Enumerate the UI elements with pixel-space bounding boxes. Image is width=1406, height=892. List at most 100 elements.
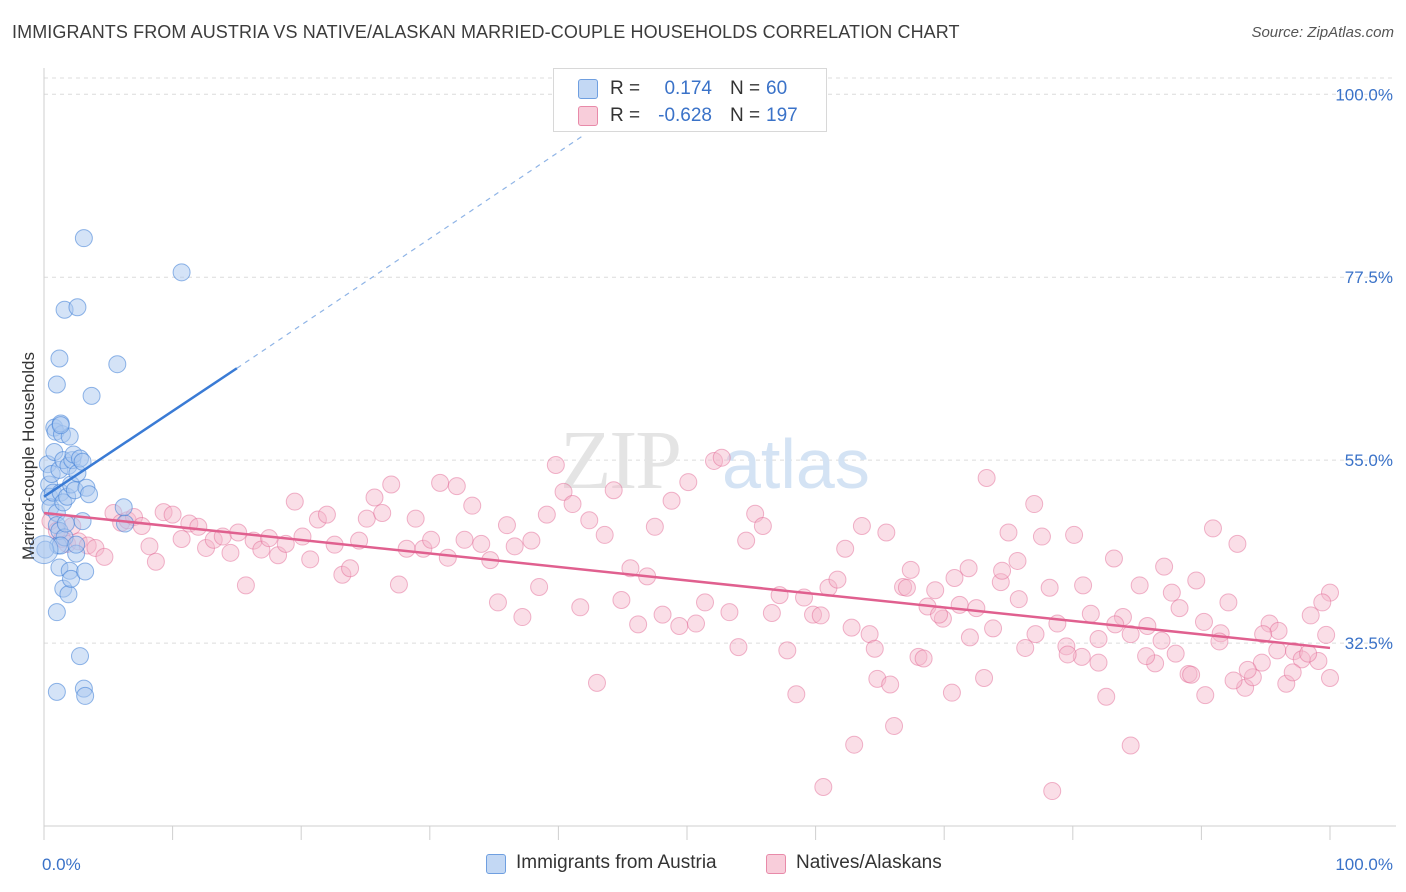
legend-n-label: N = [730,105,761,126]
point-natives [828,570,847,589]
point-natives [406,509,425,528]
point-natives [984,619,1003,638]
point-natives [933,609,952,628]
point-natives [885,716,904,735]
point-natives [522,531,541,550]
point-natives [1187,571,1206,590]
point-natives [530,577,549,596]
point-natives [1196,686,1215,705]
point-natives [778,641,797,660]
point-natives [1016,638,1035,657]
point-natives [960,628,979,647]
point-natives [1182,665,1201,684]
point-natives [373,503,392,522]
point-natives [438,548,457,567]
point-natives [146,552,165,571]
point-natives [1194,612,1213,631]
point-natives [580,511,599,530]
point-natives [653,605,672,624]
point-austria [62,569,81,588]
bottom-legend-label-austria: Immigrants from Austria [516,852,717,873]
point-austria [29,535,59,565]
point-natives [612,590,631,609]
point-natives [705,451,724,470]
x-tick-label: 0.0% [42,855,81,874]
point-natives [1009,590,1028,609]
point-natives [197,538,216,557]
legend-row-natives: R = -0.628 N = 197 [554,103,826,129]
point-natives [621,559,640,578]
point-natives [488,593,507,612]
point-natives [1321,669,1339,688]
legend-n-label: N = [730,78,761,99]
trend-lines [43,134,1331,650]
point-natives [1137,647,1156,666]
point-austria [50,349,69,368]
point-natives [975,669,994,688]
point-austria [80,485,99,504]
y-tick-label: 77.5% [1345,268,1393,287]
point-natives [1138,616,1157,635]
point-natives [1121,736,1140,755]
point-natives [189,517,208,536]
point-natives [662,491,681,510]
point-natives [1228,534,1247,553]
point-natives [554,482,573,501]
y-tick-label: 32.5% [1345,634,1393,653]
chart-title: IMMIGRANTS FROM AUSTRIA VS NATIVE/ALASKA… [12,22,960,42]
point-natives [1236,678,1255,697]
y-axis-label: Married-couple Households [19,352,38,560]
point-natives [1065,525,1084,544]
point-natives [1025,495,1044,514]
point-natives [1008,551,1027,570]
trend-line-austria-extension [236,134,585,369]
bottom-legend-label-natives: Natives/Alaskans [796,852,942,873]
point-natives [1130,576,1149,595]
point-natives [95,547,114,566]
point-natives [977,469,996,488]
point-natives [746,504,765,523]
point-natives [804,605,823,624]
point-natives [397,539,416,558]
legend-r-value-natives: -0.628 [658,105,712,126]
point-natives [1026,625,1045,644]
point-natives [1299,644,1318,663]
point-natives [712,448,731,467]
point-natives [894,577,913,596]
point-natives [1146,654,1165,673]
point-austria [56,514,75,533]
point-natives [301,550,320,569]
point-natives [945,569,964,588]
point-natives [1057,637,1076,656]
point-natives [140,537,159,556]
point-natives [991,573,1010,592]
point-natives [293,527,312,546]
trend-line-austria [43,367,238,498]
point-natives [154,503,173,522]
point-natives [1089,630,1108,648]
point-austria [76,686,95,705]
point-natives [163,505,182,524]
point-natives [546,456,565,475]
point-natives [909,647,928,666]
point-natives [942,683,961,702]
point-natives [172,529,191,548]
series-natives-points [41,448,1339,801]
point-natives [1243,668,1262,687]
point-natives [1097,687,1116,706]
point-natives [422,530,441,549]
point-natives [431,473,450,492]
point-natives [645,517,664,536]
gridlines [44,77,1396,644]
point-natives [1301,606,1320,625]
point-austria [47,682,66,701]
point-natives [836,539,855,558]
point-austria [116,514,135,533]
point-natives [629,615,648,634]
point-natives [1152,631,1171,650]
point-natives [1155,557,1174,576]
bottom-legend-swatch-natives [766,854,786,874]
point-natives [236,576,255,595]
point-austria [51,416,70,435]
point-natives [901,560,920,579]
